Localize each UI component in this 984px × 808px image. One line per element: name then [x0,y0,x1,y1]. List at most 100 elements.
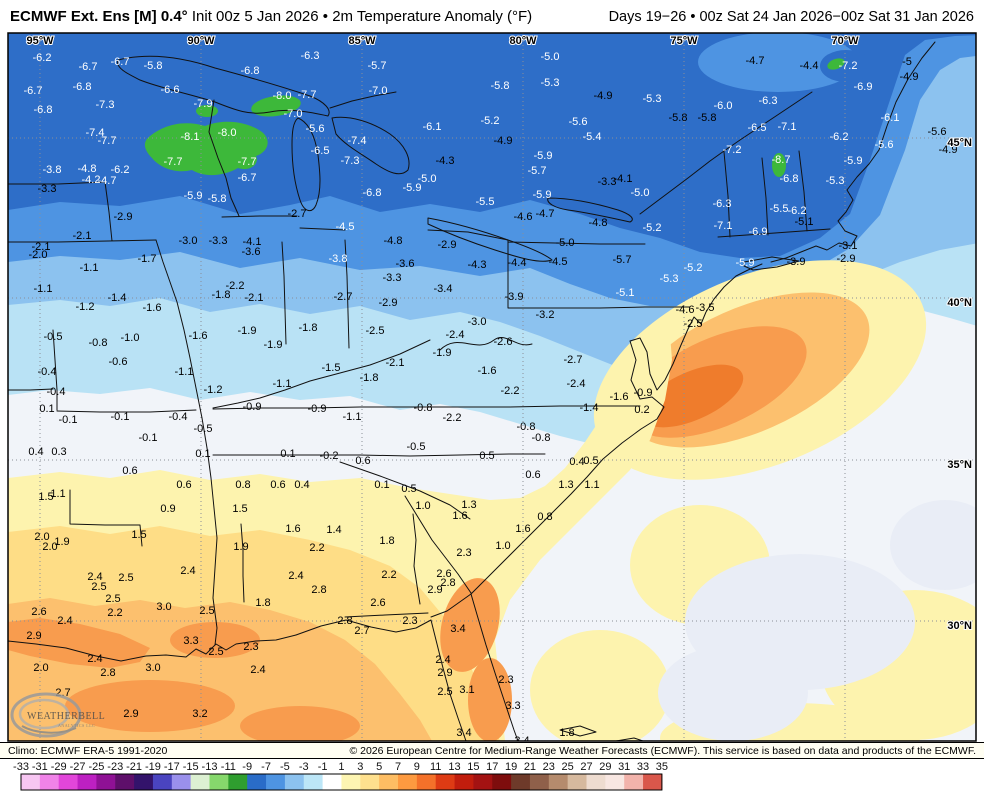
colorbar-tick: -25 [88,761,104,773]
anomaly-value: 0.9 [160,503,175,515]
anomaly-value: -2.4 [567,378,586,390]
anomaly-value: -5.0 [418,173,437,185]
colorbar-tick: -31 [32,761,48,773]
anomaly-value: 1.8 [379,535,394,547]
anomaly-value: 2.8 [311,584,326,596]
anomaly-value: -6.7 [238,172,257,184]
anomaly-value: -0.2 [320,450,339,462]
anomaly-value: 0.8 [537,511,552,523]
anomaly-value: -2.9 [837,253,856,265]
anomaly-value: -5.9 [736,257,755,269]
lat-label: 30°N [947,620,972,632]
anomaly-value: -5.8 [491,80,510,92]
anomaly-value: -2.9 [379,297,398,309]
anomaly-value: 2.5 [208,646,223,658]
anomaly-value: -5.7 [528,165,547,177]
anomaly-value: -3.6 [396,258,415,270]
anomaly-value: -0.5 [194,423,213,435]
climo-note: Climo: ECMWF ERA-5 1991-2020 [8,744,168,757]
anomaly-value: -5.5 [476,196,495,208]
anomaly-value: -5.9 [403,182,422,194]
colorbar-boxes [20,773,663,791]
anomaly-value: -0.4 [47,386,66,398]
anomaly-value: -5.9 [184,190,203,202]
anomaly-value: -7.1 [714,220,733,232]
anomaly-value: -3.0 [179,235,198,247]
anomaly-value: 0.6 [176,479,191,491]
mississippi-river-border [155,239,218,646]
anomaly-value: -5.9 [844,155,863,167]
anomaly-value: 0.5 [479,450,494,462]
colorbar-tick: -7 [261,761,271,773]
green-pocket-maine [827,58,845,70]
anomaly-value: 2.4 [87,653,102,665]
anomaly-value: -1.0 [121,332,140,344]
anomaly-value: 2.3 [498,674,513,686]
anomaly-value: 2.6 [436,568,451,580]
anomaly-value: 1.5 [232,503,247,515]
anomaly-value: -5.6 [306,123,325,135]
lon-label: 95°W [26,35,54,47]
anomaly-value: -1.6 [143,302,162,314]
colorbar-tick: -1 [318,761,328,773]
anomaly-value: 1.6 [515,523,530,535]
anomaly-value: 0.3 [51,446,66,458]
anomaly-value: -5.8 [669,112,688,124]
lake-ontario [547,197,633,223]
anomaly-value: -6.8 [780,173,799,185]
anomaly-value: -3.1 [839,240,858,252]
anomaly-value: 2.0 [33,662,48,674]
longitude-labels: 95°W 90°W 85°W 80°W 75°W 70°W [25,34,860,48]
anomaly-value: 1.0 [495,540,510,552]
anomaly-value: -1.9 [264,339,283,351]
colorbar-tick: -33 [13,761,29,773]
anomaly-value: -5.9 [534,150,553,162]
anomaly-value: -6.1 [423,121,442,133]
anomaly-value: 2.5 [118,572,133,584]
anomaly-value: -1.8 [299,322,318,334]
ocean-pale-3 [890,500,976,590]
anomaly-value: -1.4 [108,292,127,304]
spot-orange-florida [468,658,512,741]
anomaly-value: -0.5 [44,331,63,343]
colorbar-tick: 21 [524,761,536,773]
anomaly-value: -1.6 [189,330,208,342]
anomaly-value: -7.4 [86,127,105,139]
anomaly-value: 0.1 [39,403,54,415]
anomaly-value: -7.7 [298,89,317,101]
anomaly-value: 0.5 [583,455,598,467]
spot-orange-gulf2 [240,706,360,741]
anomaly-value: -1.4 [580,402,599,414]
anomaly-value: -2.5 [366,325,385,337]
anomaly-value: -4.6 [514,211,533,223]
anomaly-value: 2.3 [243,641,258,653]
colorbar-tick: -23 [107,761,123,773]
anomaly-value: -5.2 [684,262,703,274]
anomaly-value: -5.8 [144,60,163,72]
anomaly-value: -6.5 [311,145,330,157]
valid-period: Days 19−26 • 00z Sat 24 Jan 2026−00z Sat… [608,8,974,25]
anomaly-value: 1.3 [558,479,573,491]
anomaly-value: 1.5 [38,491,53,503]
canada-border [329,91,813,215]
anomaly-value: 0.6 [525,469,540,481]
ohio-river-border [212,339,431,409]
anomaly-value: -4.4 [508,257,527,269]
logo-swirl-tail [21,725,77,734]
anomaly-value: -4.8 [78,163,97,175]
anomaly-value: -5.2 [643,222,662,234]
anomaly-value: -4.8 [589,217,608,229]
lat-label: 45°N [947,137,972,149]
anomaly-value: -8.0 [273,90,292,102]
spot-orange-texas [8,618,150,668]
anomaly-value: -5.5 [770,203,789,215]
anomaly-value: 3.1 [459,684,474,696]
colorbar-tick: 17 [486,761,498,773]
anomaly-value: -6.2 [111,164,130,176]
anomaly-value: 2.6 [31,606,46,618]
anomaly-value: 0.4 [28,446,43,458]
anomaly-value: -6.3 [713,198,732,210]
map-frame [7,32,977,742]
anomaly-value: -3.9 [787,256,806,268]
anomaly-value: -6.2 [788,205,807,217]
